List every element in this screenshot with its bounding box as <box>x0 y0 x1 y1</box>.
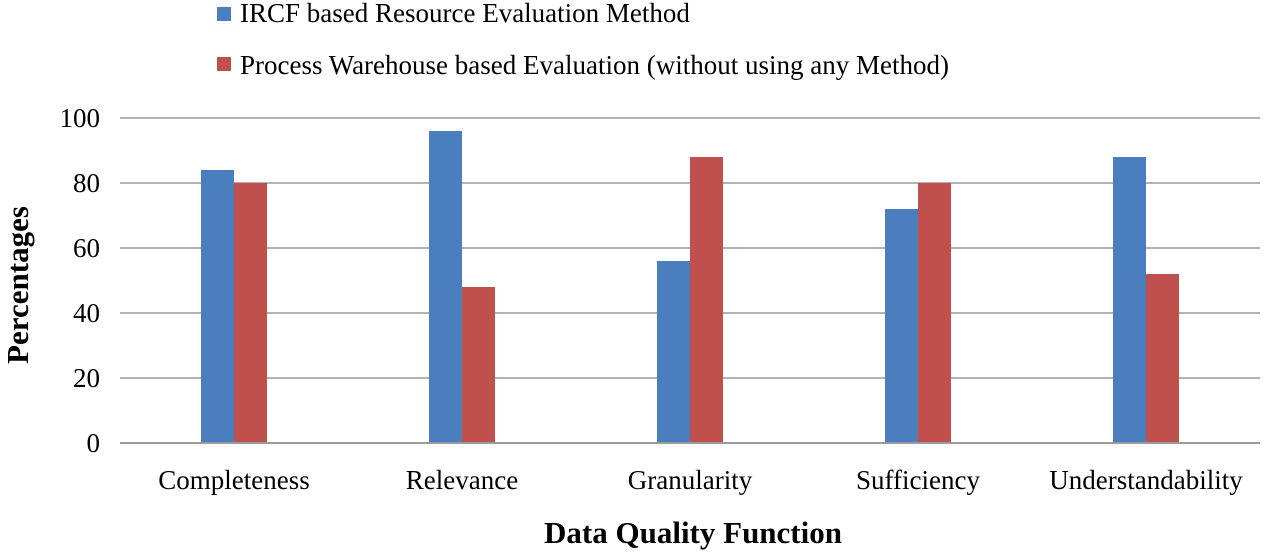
x-axis-title: Data Quality Function <box>544 515 842 550</box>
y-tick-label: 40 <box>73 298 100 328</box>
y-tick-label: 80 <box>73 168 100 198</box>
legend-item-series-2: Process Warehouse based Evaluation (with… <box>217 50 949 80</box>
bar-series-2-relevance <box>462 287 495 443</box>
legend: IRCF based Resource Evaluation Method Pr… <box>217 0 949 80</box>
x-tick-label-sufficiency: Sufficiency <box>856 465 980 495</box>
legend-item-series-1: IRCF based Resource Evaluation Method <box>217 0 690 28</box>
bar-series-1-completeness <box>201 170 234 443</box>
legend-swatch-series-1 <box>217 7 231 21</box>
legend-label-series-2: Process Warehouse based Evaluation (with… <box>240 50 949 80</box>
bar-series-2-completeness <box>234 183 267 443</box>
legend-label-series-1: IRCF based Resource Evaluation Method <box>240 0 690 28</box>
x-tick-label-understandability: Understandability <box>1049 465 1243 495</box>
bar-series-1-relevance <box>429 131 462 443</box>
legend-swatch-series-2 <box>217 57 231 71</box>
y-tick-label: 60 <box>73 233 100 263</box>
bar-series-1-granularity <box>657 261 690 443</box>
x-tick-label-granularity: Granularity <box>628 465 753 495</box>
y-tick-label: 20 <box>73 363 100 393</box>
y-tick-label: 100 <box>60 103 101 133</box>
x-tick-label-completeness: Completeness <box>158 465 309 495</box>
y-tick-labels: 0 20 40 60 80 100 <box>60 103 101 458</box>
bars <box>201 131 1179 443</box>
bar-series-2-granularity <box>690 157 723 443</box>
bar-series-1-understandability <box>1113 157 1146 443</box>
y-axis-title: Percentages <box>0 206 35 364</box>
x-tick-label-relevance: Relevance <box>406 465 518 495</box>
bar-series-2-understandability <box>1146 274 1179 443</box>
y-tick-label: 0 <box>87 428 101 458</box>
bar-series-1-sufficiency <box>885 209 918 443</box>
bar-series-2-sufficiency <box>918 183 951 443</box>
x-tick-labels: Completeness Relevance Granularity Sufficie… <box>158 465 1243 495</box>
